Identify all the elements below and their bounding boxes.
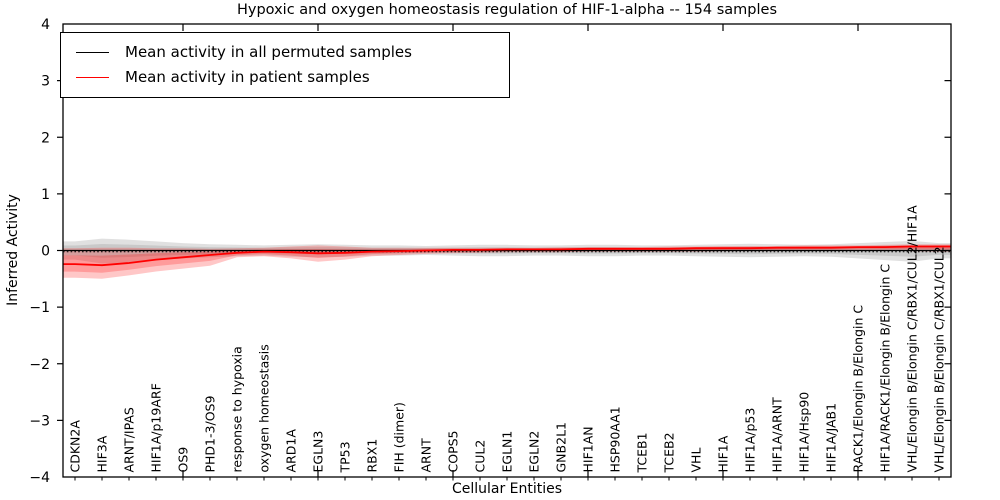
x-tick-label: RACK1/Elongin B/Elongin C	[851, 305, 866, 473]
legend-line-sample-red	[76, 77, 109, 78]
x-tick-label: response to hypoxia	[230, 346, 245, 472]
x-tick-label: HIF1A/Hsp90	[797, 392, 812, 473]
legend-item-patient: Mean activity in patient samples	[76, 70, 509, 85]
x-tick-label: HIF3A	[95, 435, 110, 472]
x-tick-label: ARNT/IPAS	[122, 407, 137, 472]
legend-line-sample-black	[76, 52, 109, 53]
y-tick-label: 1	[41, 187, 50, 203]
y-tick-label: −1	[29, 300, 50, 316]
x-tick-label: HIF1A	[716, 435, 731, 472]
x-tick-label: TCEB2	[662, 432, 677, 473]
x-tick-label: HIF1A/JAB1	[824, 403, 839, 473]
legend-label: Mean activity in patient samples	[125, 68, 370, 86]
x-tick-label: ARNT	[419, 438, 434, 473]
x-tick-label: HIF1A/ARNT	[770, 397, 785, 473]
x-tick-label: HIF1A/p19ARF	[149, 383, 164, 472]
x-tick-label: RBX1	[365, 439, 380, 473]
patient-mean-line	[63, 245, 951, 267]
y-axis-label: Inferred Activity	[5, 194, 21, 306]
x-tick-label: HIF1A/p53	[743, 408, 758, 473]
x-tick-label: TCEB1	[635, 432, 650, 473]
x-tick-label: EGLN3	[311, 431, 326, 473]
x-tick-label: VHL/Elongin B/Elongin C/RBX1/CUL2/HIF1A	[905, 205, 920, 473]
x-tick-label: PHD1-3/OS9	[203, 396, 218, 473]
x-tick-label: CUL2	[473, 440, 488, 473]
x-tick-label: OS9	[176, 447, 191, 473]
chart-title: Hypoxic and oxygen homeostasis regulatio…	[236, 2, 778, 18]
y-tick-label: −4	[29, 470, 50, 486]
y-tick-label: 2	[41, 130, 50, 146]
x-tick-label: HIF1A/RACK1/Elongin B/Elongin C	[878, 264, 893, 473]
legend: Mean activity in all permuted samples Me…	[60, 32, 510, 98]
x-tick-label: FIH (dimer)	[392, 402, 407, 472]
legend-item-permuted: Mean activity in all permuted samples	[76, 45, 509, 60]
x-tick-label: HSP90AA1	[608, 406, 623, 472]
x-tick-label: EGLN1	[500, 431, 515, 473]
y-tick-label: 0	[41, 244, 50, 260]
x-tick-label: TP53	[338, 441, 353, 473]
x-axis-label: Cellular Entities	[451, 481, 563, 497]
x-tick-label: EGLN2	[527, 431, 542, 473]
legend-label: Mean activity in all permuted samples	[125, 43, 412, 61]
x-tick-label: ARD1A	[284, 429, 299, 473]
x-tick-label: CDKN2A	[68, 420, 83, 473]
y-tick-label: −2	[29, 357, 50, 373]
y-tick-label: 4	[41, 17, 50, 33]
x-tick-label: HIF1AN	[581, 426, 596, 472]
x-tick-label: oxygen homeostasis	[257, 344, 272, 472]
x-tick-label: VHL/Elongin B/Elongin C/RBX1/CUL2	[932, 246, 947, 472]
y-tick-label: −3	[29, 413, 50, 429]
x-tick-label: GNB2L1	[554, 422, 569, 472]
x-tick-label: VHL	[689, 448, 704, 473]
y-tick-label: 3	[41, 74, 50, 90]
x-tick-label: COPS5	[446, 431, 461, 473]
